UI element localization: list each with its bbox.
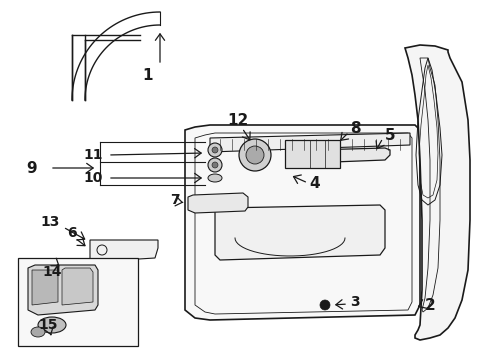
Text: 4: 4: [310, 176, 320, 190]
Circle shape: [208, 158, 222, 172]
Circle shape: [212, 162, 218, 168]
Text: 8: 8: [350, 121, 360, 135]
Text: 14: 14: [42, 265, 62, 279]
Polygon shape: [405, 45, 470, 340]
Text: 15: 15: [38, 318, 58, 332]
Text: 7: 7: [170, 193, 180, 207]
Circle shape: [208, 143, 222, 157]
Text: 5: 5: [385, 127, 395, 143]
Polygon shape: [28, 265, 98, 315]
Polygon shape: [90, 240, 158, 262]
Text: 6: 6: [67, 226, 77, 240]
Polygon shape: [215, 205, 385, 260]
Polygon shape: [32, 270, 58, 305]
Ellipse shape: [38, 317, 66, 333]
Polygon shape: [188, 193, 248, 213]
Polygon shape: [210, 133, 410, 152]
Bar: [285, 140, 340, 168]
Text: 10: 10: [83, 171, 103, 185]
Text: 3: 3: [350, 295, 360, 309]
Ellipse shape: [31, 327, 45, 337]
Text: 2: 2: [425, 297, 436, 312]
Polygon shape: [62, 268, 93, 305]
Text: 13: 13: [40, 215, 60, 229]
Circle shape: [212, 147, 218, 153]
Text: 11: 11: [83, 148, 103, 162]
Circle shape: [239, 139, 271, 171]
Bar: [18, 258, 138, 346]
Ellipse shape: [208, 174, 222, 182]
Circle shape: [320, 300, 330, 310]
Text: 12: 12: [227, 112, 248, 127]
Circle shape: [246, 146, 264, 164]
Text: 1: 1: [143, 68, 153, 82]
Text: 9: 9: [26, 161, 37, 176]
Polygon shape: [308, 148, 390, 163]
Polygon shape: [185, 125, 420, 320]
